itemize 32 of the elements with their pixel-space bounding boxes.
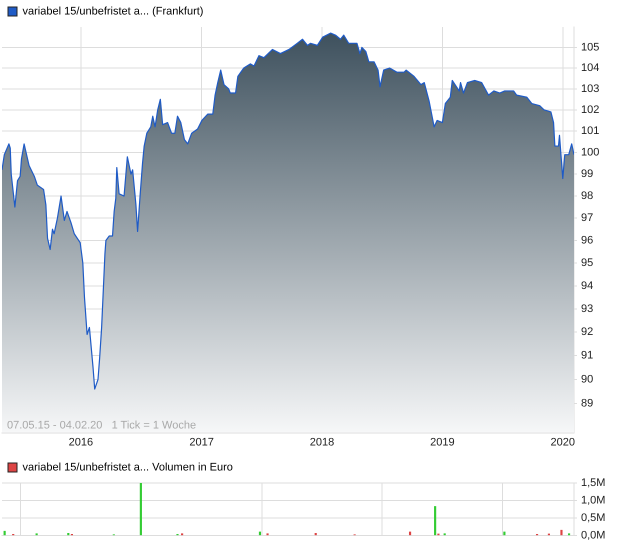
legend-label: variabel 15/unbefristet a... Volumen in Euro bbox=[22, 462, 233, 474]
y-tick-label: 89 bbox=[581, 398, 594, 410]
y-tick-label: 99 bbox=[581, 168, 594, 180]
x-tick-label: 2018 bbox=[310, 436, 334, 448]
annotation: 07.05.15 - 04.02.20 1 Tick = 1 Woche bbox=[7, 419, 196, 432]
y-tick-label: 98 bbox=[581, 190, 594, 202]
y-tick-label: 96 bbox=[581, 234, 594, 246]
y-tick-label: 1,5M bbox=[581, 477, 606, 490]
y-tick-label: 103 bbox=[581, 82, 600, 95]
y-tick-label: 100 bbox=[581, 146, 600, 159]
y-tick-label: 0,5M bbox=[581, 512, 606, 524]
x-tick-label: 2017 bbox=[189, 436, 214, 448]
x-tick-label: 2016 bbox=[68, 436, 94, 448]
y-tick-label: 95 bbox=[581, 257, 594, 270]
y-tick-label: 101 bbox=[581, 125, 600, 138]
bar bbox=[434, 506, 436, 536]
y-tick-label: 102 bbox=[581, 104, 600, 116]
y-tick-label: 94 bbox=[581, 280, 594, 292]
y-tick-label: 97 bbox=[581, 212, 594, 224]
y-tick-label: 90 bbox=[581, 374, 594, 386]
x-tick-label: 2020 bbox=[550, 436, 576, 448]
bar bbox=[67, 532, 70, 536]
y-tick-label: 91 bbox=[581, 350, 594, 362]
y-tick-label: 0,0M bbox=[581, 529, 606, 542]
legend-label: variabel 15/unbefristet a... (Frankfurt) bbox=[22, 6, 204, 18]
bar bbox=[314, 532, 317, 536]
y-tick-label: 104 bbox=[581, 62, 600, 74]
y-tick-label: 105 bbox=[581, 41, 600, 54]
y-tick-label: 93 bbox=[581, 302, 594, 315]
x-tick-label: 2019 bbox=[430, 436, 455, 448]
y-tick-label: 1,0M bbox=[581, 494, 606, 506]
y-tick-label: 92 bbox=[581, 326, 594, 338]
